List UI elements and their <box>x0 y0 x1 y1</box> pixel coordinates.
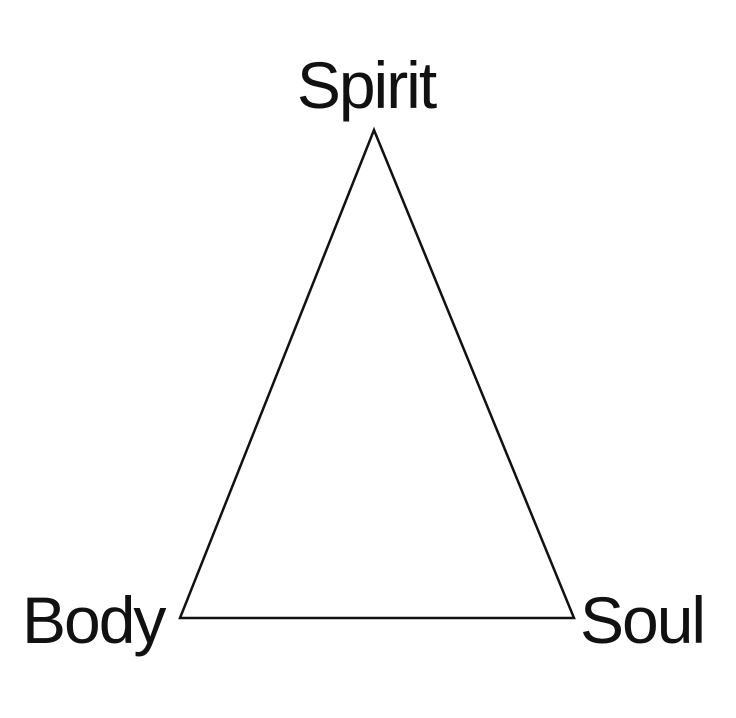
label-soul: Soul <box>580 583 704 657</box>
triangle-outline <box>178 126 576 620</box>
label-body: Body <box>22 583 166 657</box>
label-spirit: Spirit <box>297 48 437 122</box>
